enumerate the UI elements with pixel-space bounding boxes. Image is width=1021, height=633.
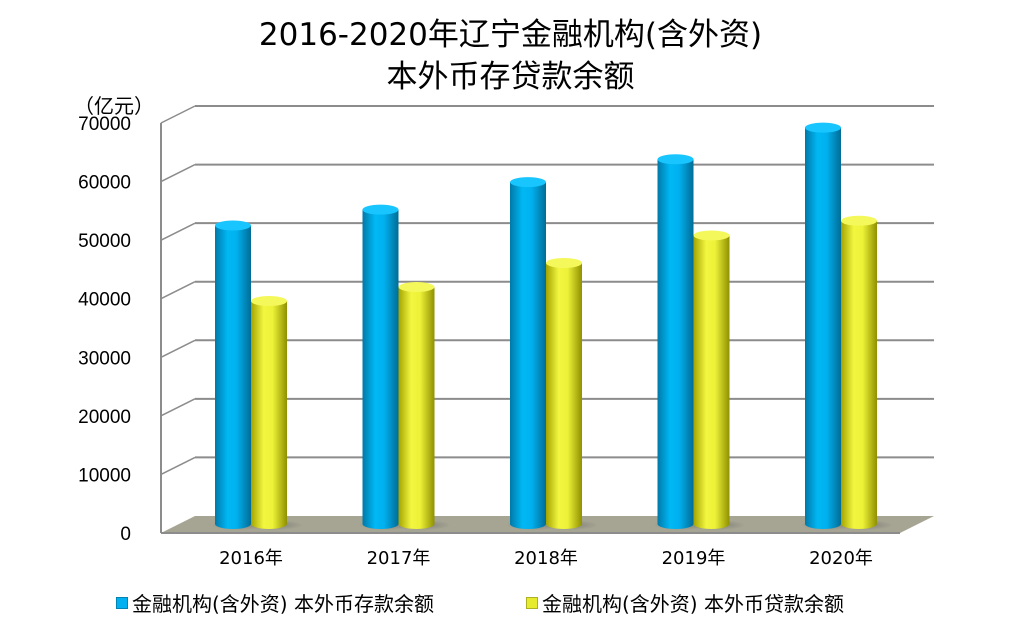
y-axis-unit-label: （亿元）: [74, 94, 154, 118]
y-tick-label: 10000: [78, 465, 131, 486]
legend-label-loan: 金融机构(含外资) 本外币贷款余额: [542, 592, 844, 616]
legend-swatch-deposit-icon: [116, 596, 128, 609]
y-tick-label: 40000: [78, 290, 131, 311]
legend-label-deposit: 金融机构(含外资) 本外币存款余额: [132, 592, 434, 616]
legend-item-deposit[interactable]: 金融机构(含外资) 本外币存款余额: [116, 588, 434, 617]
bar-deposit: [215, 225, 251, 524]
bar-deposit: [805, 127, 841, 525]
legend: 金融机构(含外资) 本外币存款余额 金融机构(含外资) 本外币贷款余额: [0, 588, 1021, 618]
legend-item-loan[interactable]: 金融机构(含外资) 本外币贷款余额: [526, 588, 844, 617]
y-tick-label: 20000: [78, 407, 131, 428]
bar-deposit: [362, 209, 399, 524]
chart-title-line1: 2016-2020年辽宁金融机构(含外资): [258, 17, 763, 53]
bar-loan: [546, 262, 582, 524]
y-tick-label: 60000: [78, 173, 131, 194]
bar-deposit: [657, 159, 694, 525]
axis-labels: 0 10000 20000 30000 40000 50000 60000 70000 2016…: [78, 114, 873, 569]
bar-loan: [251, 301, 287, 524]
x-tick-label: 2019年: [662, 548, 726, 569]
chart-title-line2: 本外币存贷款余额: [386, 59, 635, 95]
bar-loan: [398, 286, 435, 524]
bars: [211, 122, 893, 530]
y-tick-label: 0: [120, 524, 131, 545]
y-tick-label: 50000: [78, 231, 131, 252]
bar-loan: [693, 235, 730, 524]
y-tick-label: 70000: [78, 114, 131, 135]
bar-loan: [841, 220, 877, 525]
legend-swatch-loan-icon: [526, 596, 538, 609]
bar-deposit: [510, 182, 546, 524]
x-tick-label: 2020年: [809, 548, 873, 569]
x-tick-label: 2017年: [367, 548, 431, 569]
x-tick-label: 2018年: [514, 548, 578, 569]
x-tick-label: 2016年: [219, 548, 283, 569]
y-tick-label: 30000: [78, 348, 131, 369]
